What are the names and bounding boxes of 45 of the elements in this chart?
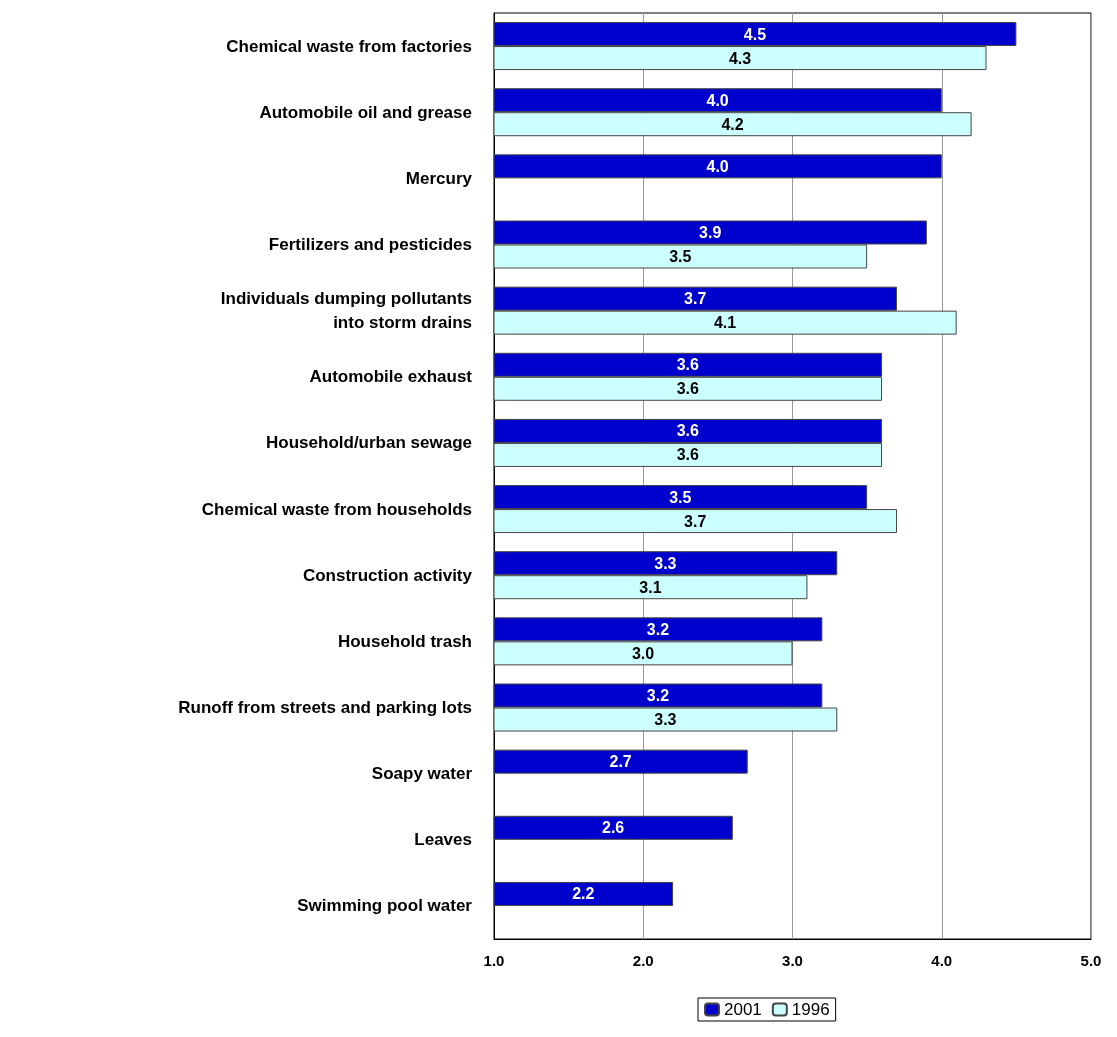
data-label: 3.6 <box>676 422 699 440</box>
data-label: 3.6 <box>676 380 699 398</box>
legend-label: 1996 <box>791 1000 830 1019</box>
data-label: 3.7 <box>684 512 707 530</box>
data-label: 2.2 <box>572 885 595 903</box>
y-tick-label: Runoff from streets and parking lots <box>178 698 472 717</box>
data-label: 3.6 <box>676 446 699 464</box>
y-tick-label: Automobile oil and grease <box>259 102 472 122</box>
y-tick-label: Household trash <box>337 631 472 651</box>
data-label: 2.7 <box>609 753 632 771</box>
y-tick-label: Soapy water <box>371 764 473 784</box>
y-tick-label: Swimming pool water <box>297 896 473 916</box>
data-label: 2.6 <box>602 819 625 837</box>
data-label: 4.0 <box>706 157 729 175</box>
y-tick-label: Automobile exhaust <box>309 367 473 387</box>
y-tick-label: Chemical waste from households <box>201 499 472 519</box>
legend-label: 2001 <box>724 1000 762 1019</box>
data-label: 3.7 <box>684 290 707 308</box>
x-tick-label: 4.0 <box>931 952 953 969</box>
data-label: 4.3 <box>728 49 752 67</box>
x-tick-label: 3.0 <box>782 952 803 969</box>
y-tick-label: Household/urban sewage <box>266 433 472 453</box>
y-tick-label: Chemical waste from factories <box>226 36 472 56</box>
y-tick-label: Mercury <box>405 168 473 188</box>
data-label: 3.3 <box>654 554 677 572</box>
x-tick-label: 2.0 <box>632 952 654 969</box>
data-label: 3.5 <box>669 248 692 265</box>
data-label: 3.9 <box>699 224 722 241</box>
data-label: 4.5 <box>743 25 767 43</box>
y-tick-label: Fertilizers and pesticides <box>268 235 472 254</box>
data-label: 4.1 <box>713 314 737 332</box>
data-label: 3.5 <box>669 488 692 506</box>
data-label: 3.3 <box>654 711 677 728</box>
x-tick-label: 5.0 <box>1080 952 1102 969</box>
data-label: 3.6 <box>676 356 699 374</box>
data-label: 4.0 <box>706 91 729 109</box>
data-label: 3.2 <box>646 687 670 704</box>
x-tick-label: 1.0 <box>483 952 505 969</box>
y-tick-label: Construction activity <box>302 565 473 585</box>
data-label: 3.2 <box>646 620 670 638</box>
data-label: 3.1 <box>639 578 662 596</box>
y-tick-label: Individuals dumping pollutants into storm drains <box>220 289 472 333</box>
y-tick-label: Leaves <box>414 830 472 850</box>
data-label: 3.0 <box>631 644 655 662</box>
data-label: 4.2 <box>721 115 744 133</box>
